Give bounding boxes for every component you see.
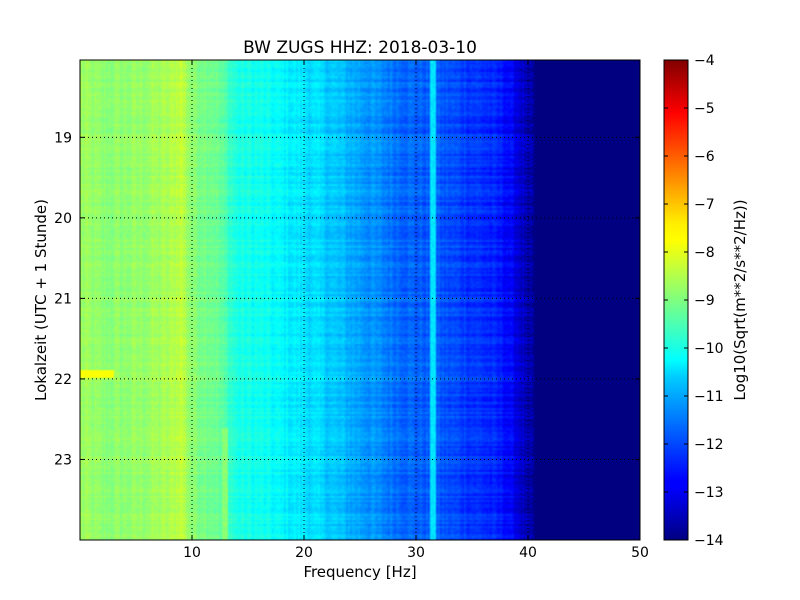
colorbar-tick-label: −8 (694, 245, 715, 261)
x-axis-label: Frequency [Hz] (303, 563, 416, 581)
y-axis-ticks: 19 20 21 22 23 (54, 130, 640, 468)
x-axis-ticks: 10 20 30 40 50 (183, 60, 649, 561)
y-tick-label: 19 (54, 130, 72, 146)
colorbar-tick-label: −4 (694, 53, 715, 69)
y-tick-label: 22 (54, 372, 72, 388)
colorbar-tick-label: −11 (694, 389, 724, 405)
colorbar-tick-label: −5 (694, 101, 715, 117)
y-tick-label: 20 (54, 211, 72, 227)
y-tick-label: 23 (54, 452, 72, 468)
colorbar-tick-label: −12 (694, 437, 724, 453)
grid-lines (80, 60, 640, 540)
plot-frame (79, 59, 641, 541)
x-tick-label: 30 (407, 545, 425, 561)
x-tick-label: 10 (183, 545, 201, 561)
colorbar-tick-label: −9 (694, 293, 715, 309)
colorbar-ticks: −4 −5 −6 −7 −8 −9 −10 −11 −12 −13 −14 (664, 53, 724, 549)
spectrogram-heatmap (80, 60, 640, 540)
colorbar-tick-label: −7 (694, 197, 715, 213)
colorbar-tick-label: −10 (694, 341, 724, 357)
colorbar-label: Log10(Sqrt(m**2/s**2/Hz)) (731, 199, 749, 400)
colorbar-tick-label: −6 (694, 149, 715, 165)
chart-title: BW ZUGS HHZ: 2018-03-10 (243, 38, 477, 58)
colorbar-tick-label: −13 (694, 485, 724, 501)
colorbar: −4 −5 −6 −7 −8 −9 −10 −11 −12 −13 −14 Log10(Sqrt(m… (663, 53, 749, 549)
plot-area: 10 20 30 40 50 19 20 21 22 23 (54, 59, 649, 561)
x-tick-label: 40 (519, 545, 537, 561)
x-tick-label: 50 (631, 545, 649, 561)
x-tick-label: 20 (295, 545, 313, 561)
y-axis-label: Lokalzeit (UTC + 1 Stunde) (32, 199, 50, 401)
colorbar-tick-label: −14 (694, 533, 724, 549)
y-tick-label: 21 (54, 291, 72, 307)
